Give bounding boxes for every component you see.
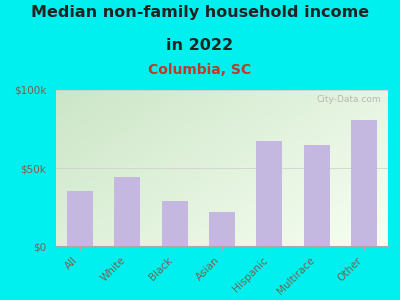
Text: Columbia, SC: Columbia, SC: [148, 63, 252, 77]
Bar: [209, 212, 235, 246]
Bar: [256, 142, 282, 246]
Bar: [162, 201, 188, 246]
Bar: [304, 145, 330, 246]
Bar: [67, 191, 93, 246]
Bar: [114, 177, 140, 246]
Bar: [351, 120, 377, 246]
Text: City-Data.com: City-Data.com: [317, 95, 381, 104]
Text: Median non-family household income: Median non-family household income: [31, 4, 369, 20]
Text: in 2022: in 2022: [166, 38, 234, 52]
